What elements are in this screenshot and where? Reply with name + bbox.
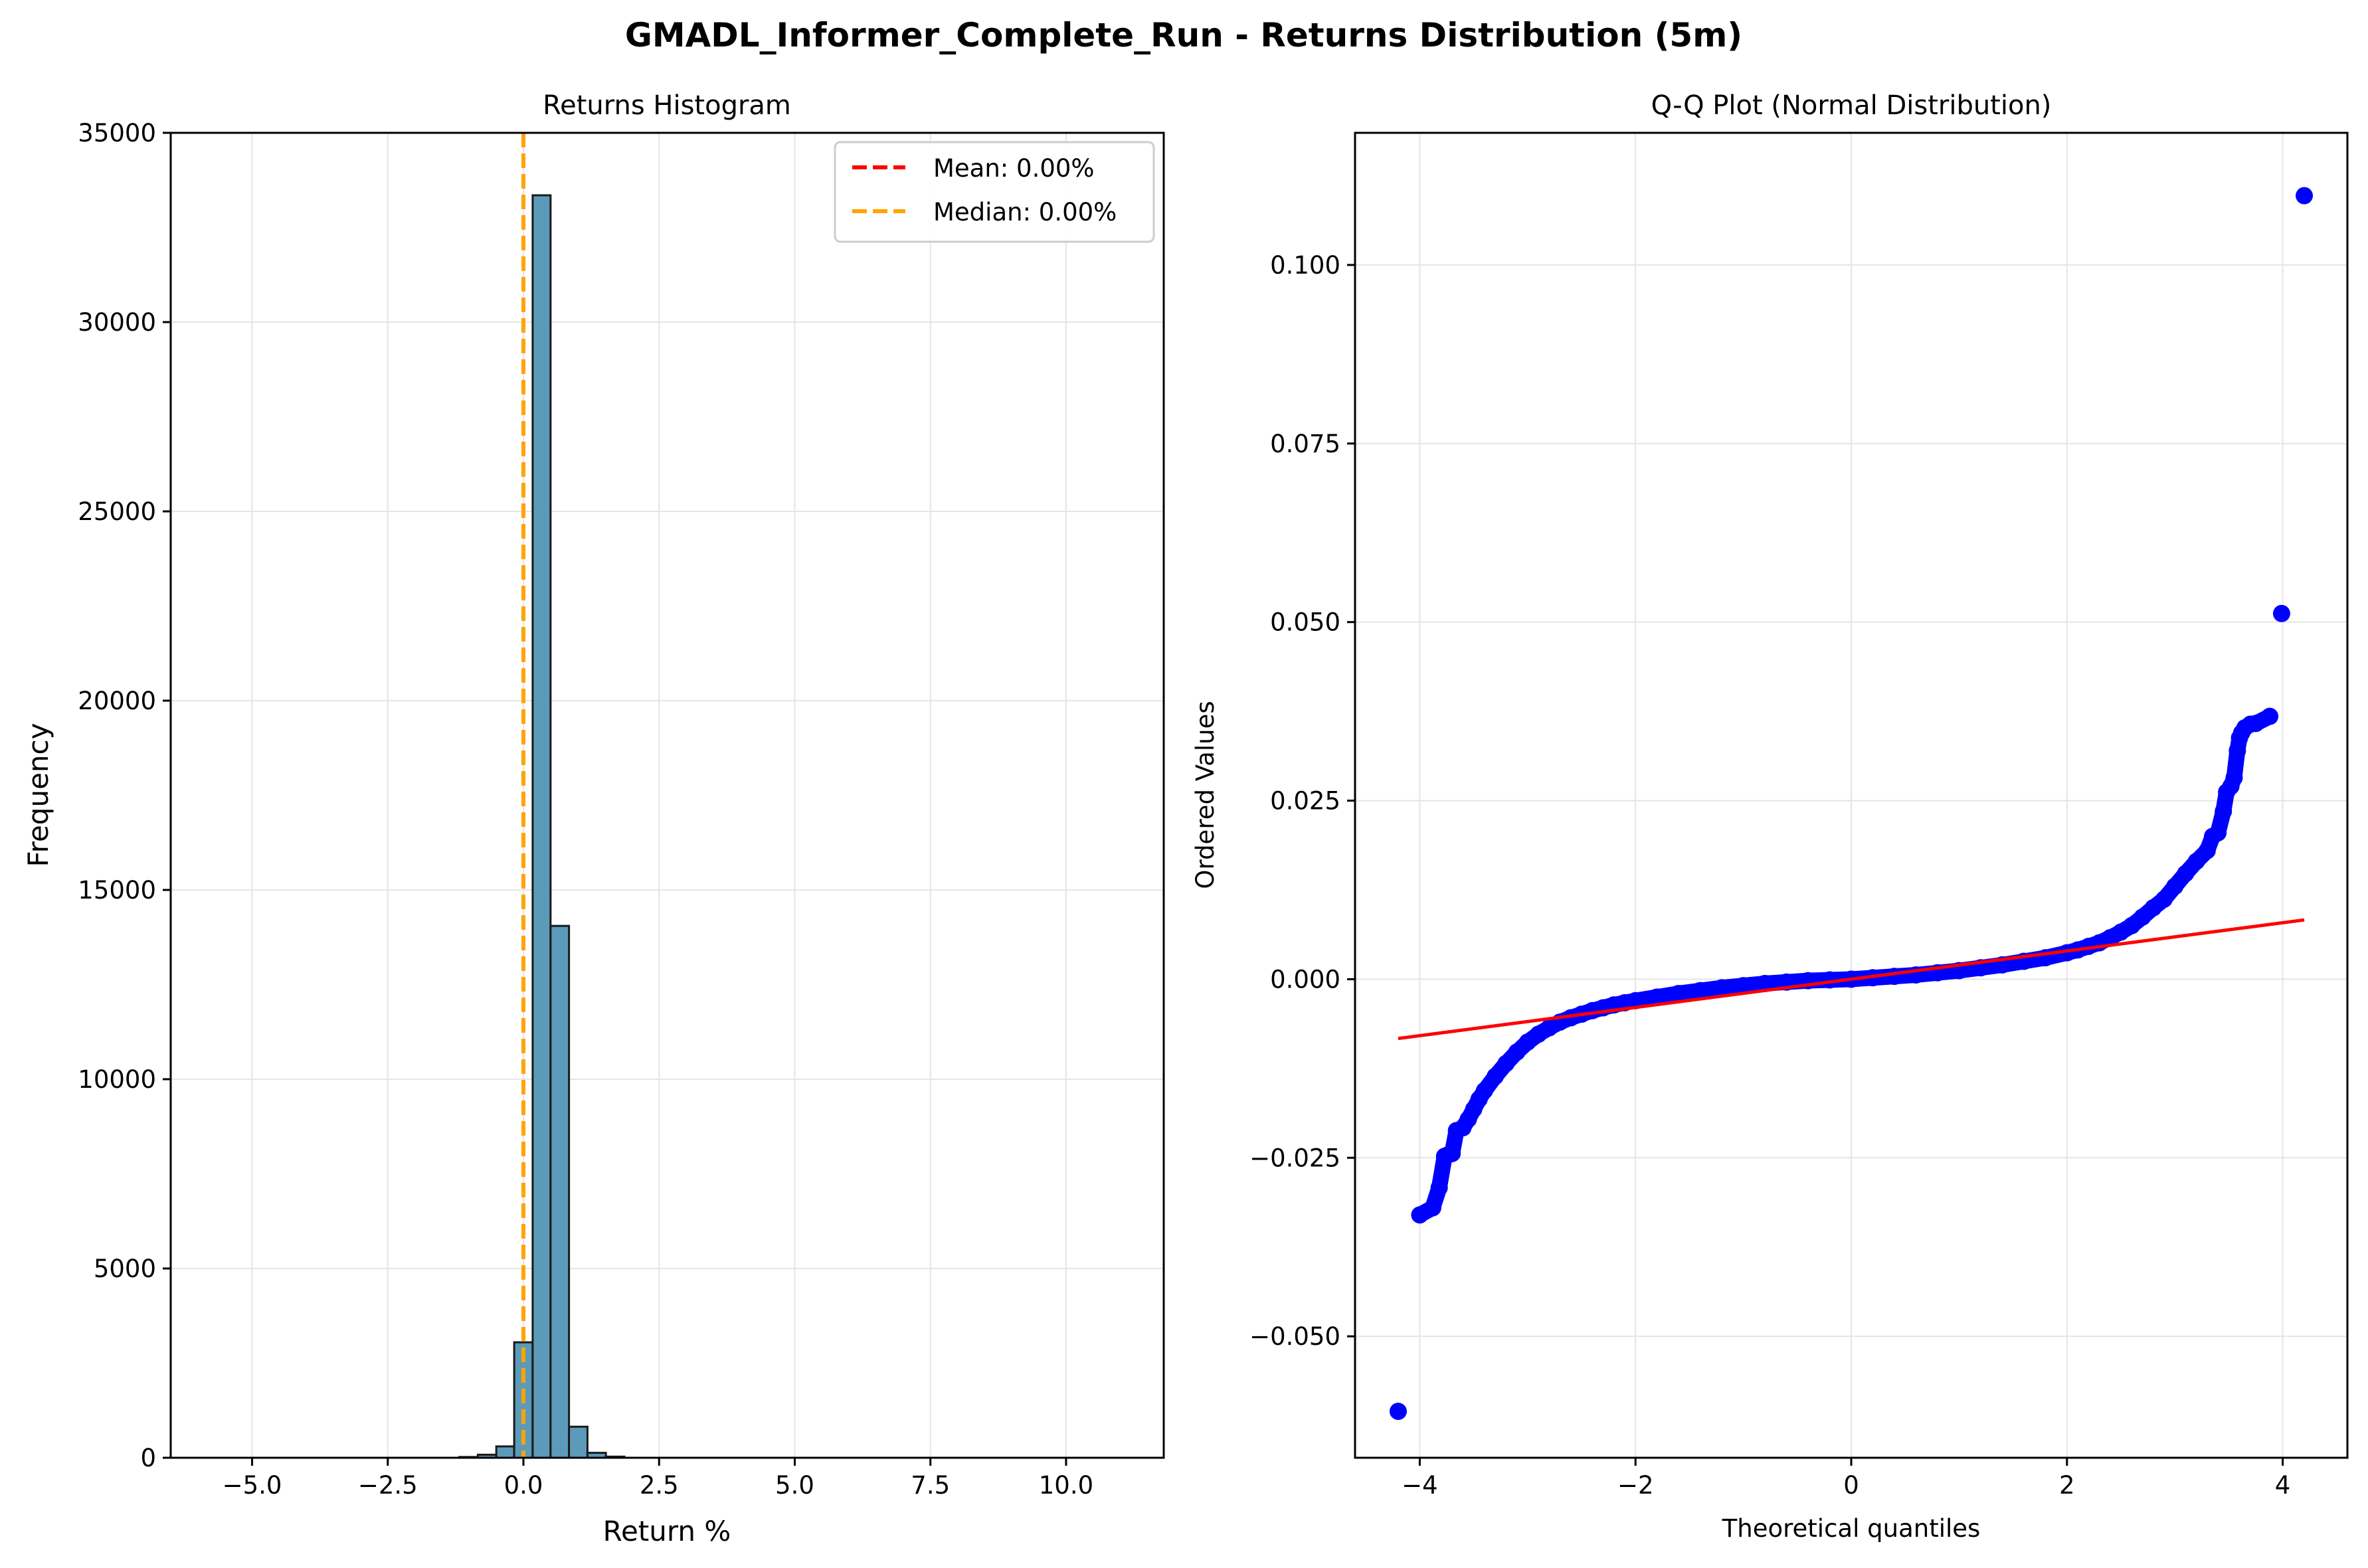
qq-plot-point xyxy=(1734,977,1752,995)
qq-plot-point xyxy=(2198,841,2216,859)
histogram-y-tick-label: 10000 xyxy=(78,1065,156,1094)
histogram-y-ticks: 0 5000 10000 15000 20000 25000 30000 35000 xyxy=(78,119,171,1472)
qq-plot-y-label: Ordered Values xyxy=(1191,701,1220,889)
qq-plot-point xyxy=(1423,1199,1441,1217)
histogram-y-tick-label: 15000 xyxy=(78,876,156,905)
histogram-x-tick-label: 5.0 xyxy=(775,1471,814,1500)
histogram-bar xyxy=(531,194,552,1459)
qq-plot-point xyxy=(2246,715,2264,733)
qq-plot-fit-line xyxy=(1398,918,2305,1041)
qq-plot-y-tick-label: 0.050 xyxy=(1270,608,1340,637)
figure-title: GMADL_Informer_Complete_Run - Returns Di… xyxy=(625,16,1742,54)
qq-plot-point xyxy=(2261,707,2279,725)
legend-median-label: Median: 0.00% xyxy=(933,198,1117,226)
qq-plot-title: Q-Q Plot (Normal Distribution) xyxy=(1651,90,2052,121)
qq-plot-x-label: Theoretical quantiles xyxy=(1722,1514,1981,1543)
qq-plot-point xyxy=(1430,1179,1448,1197)
legend-mean-label: Mean: 0.00% xyxy=(933,154,1095,183)
histogram-title: Returns Histogram xyxy=(543,90,791,121)
qq-plot-x-tick-label: 4 xyxy=(2275,1471,2291,1500)
qq-plot-point xyxy=(1487,1067,1504,1085)
qq-plot-point xyxy=(2229,742,2246,760)
qq-plot-point xyxy=(2187,852,2205,870)
qq-plot-x-ticks: −4 −2 0 2 4 xyxy=(1402,1458,2290,1500)
histogram-panel: Returns Histogram −5.0 −2.5 0.0 2.5 5.0 7.5 10… xyxy=(22,90,1165,1547)
histogram-bar xyxy=(568,1425,589,1459)
qq-plot-point xyxy=(2177,865,2195,883)
histogram-y-tick-label: 25000 xyxy=(78,497,156,526)
histogram-y-tick-label: 35000 xyxy=(78,119,156,147)
qq-plot-x-tick-label: −2 xyxy=(1617,1471,1654,1500)
qq-plot-panel: Q-Q Plot (Normal Distribution) −4 −2 0 2 4 −… xyxy=(1191,90,2349,1543)
histogram-y-tick-label: 0 xyxy=(140,1444,156,1472)
qq-plot-point xyxy=(1670,984,1688,1002)
qq-plot-point xyxy=(1627,992,1645,1009)
histogram-x-ticks: −5.0 −2.5 0.0 2.5 5.0 7.5 10.0 xyxy=(223,1458,1093,1500)
qq-plot-y-tick-label: 0.100 xyxy=(1270,251,1340,280)
histogram-bars xyxy=(458,194,626,1459)
histogram-legend: Mean: 0.00% Median: 0.00% xyxy=(834,141,1155,243)
qq-plot-point xyxy=(2166,877,2184,895)
histogram-bar xyxy=(495,1445,515,1459)
qq-plot-point xyxy=(1411,1206,1429,1224)
qq-plot-x-tick-label: 0 xyxy=(1843,1471,1859,1500)
histogram-x-tick-label: −5.0 xyxy=(223,1471,282,1500)
qq-plot-y-tick-label: −0.025 xyxy=(1249,1144,1340,1172)
qq-plot-point xyxy=(1691,982,1709,1000)
qq-plot-point xyxy=(1885,968,1903,986)
histogram-x-label: Return % xyxy=(603,1515,731,1547)
qq-plot-y-tick-label: 0.000 xyxy=(1270,965,1340,994)
qq-plot-y-tick-label: 0.075 xyxy=(1270,430,1340,458)
qq-plot-point xyxy=(1475,1082,1493,1100)
qq-plot-point xyxy=(2215,802,2232,820)
qq-plot-y-ticks: −0.050 −0.025 0.000 0.025 0.050 0.075 0.100 xyxy=(1249,251,1355,1351)
qq-plot-y-tick-label: 0.025 xyxy=(1270,787,1340,816)
histogram-x-tick-label: −2.5 xyxy=(358,1471,418,1500)
qq-plot-point xyxy=(2272,604,2290,622)
histogram-y-tick-label: 5000 xyxy=(94,1255,156,1283)
qq-plot-x-tick-label: 2 xyxy=(2059,1471,2075,1500)
histogram-axes-frame xyxy=(169,131,1165,1459)
qq-plot-point xyxy=(1389,1403,1407,1421)
qq-plot-point xyxy=(2225,769,2243,787)
legend-box xyxy=(834,141,1155,243)
qq-plot-point xyxy=(1443,1144,1461,1162)
qq-plot-point xyxy=(1713,979,1731,997)
qq-plot-point xyxy=(1497,1055,1515,1073)
qq-plot-point xyxy=(2296,187,2314,205)
qq-plot-point xyxy=(2209,824,2227,841)
histogram-y-tick-label: 20000 xyxy=(78,687,156,715)
histogram-x-tick-label: 10.0 xyxy=(1039,1471,1093,1500)
histogram-x-tick-label: 0.0 xyxy=(504,1471,543,1500)
qq-plot-point xyxy=(1756,974,1774,992)
histogram-x-tick-label: 7.5 xyxy=(911,1471,950,1500)
histogram-x-tick-label: 2.5 xyxy=(640,1471,679,1500)
qq-plot-point xyxy=(2155,890,2173,908)
qq-plot-point xyxy=(1648,988,1666,1006)
histogram-y-label: Frequency xyxy=(22,723,54,867)
histogram-bar xyxy=(549,924,571,1459)
histogram-y-tick-label: 30000 xyxy=(78,308,156,337)
qq-plot-x-tick-label: −4 xyxy=(1402,1471,1438,1500)
qq-plot-y-tick-label: −0.050 xyxy=(1249,1322,1340,1351)
